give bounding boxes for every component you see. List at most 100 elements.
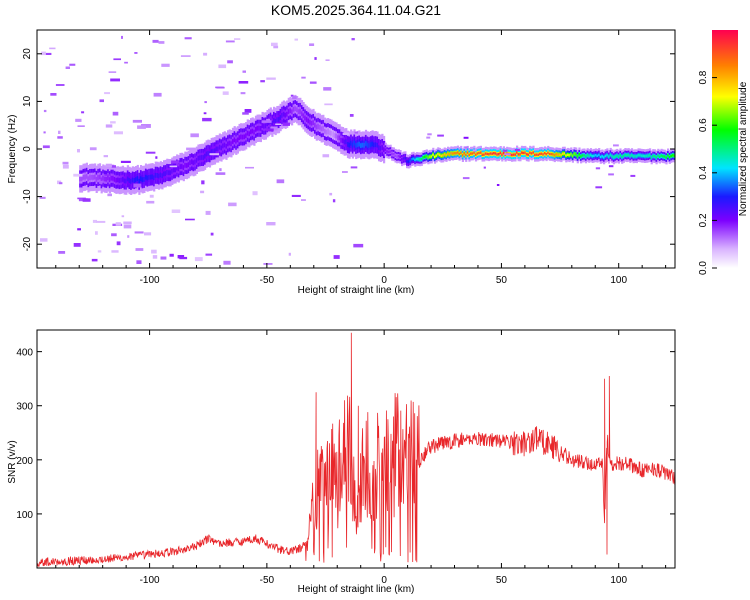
- heatmap-cell: [194, 159, 197, 165]
- heatmap-cell: [432, 153, 435, 156]
- heatmap-cell: [381, 145, 384, 150]
- heatmap-cell: [271, 42, 278, 47]
- heatmap-cell: [177, 166, 180, 172]
- colorbar-tick-label: 0.6: [698, 118, 709, 132]
- heatmap-cell: [616, 154, 619, 157]
- heatmap-cell: [325, 59, 330, 61]
- heatmap-cell: [332, 132, 335, 137]
- heatmap-cell: [192, 160, 195, 166]
- heatmap-cell: [497, 153, 501, 156]
- heatmap-cell: [227, 141, 230, 147]
- heatmap-cell: [49, 47, 56, 50]
- heatmap-cell: [607, 155, 611, 158]
- heatmap-cell: [131, 177, 134, 183]
- heatmap-cell: [404, 157, 407, 160]
- heatmap-cell: [127, 235, 130, 238]
- heatmap-cell: [368, 143, 371, 148]
- heatmap-cell: [82, 198, 91, 202]
- heatmap-cell: [673, 154, 675, 157]
- heatmap-cell: [396, 155, 399, 158]
- heatmap-cell: [355, 143, 358, 148]
- heatmap-cell: [502, 149, 508, 152]
- heatmap-cell: [420, 157, 423, 161]
- heatmap-cell: [630, 153, 634, 157]
- heatmap-cell: [474, 153, 478, 156]
- heatmap-cell: [132, 119, 142, 123]
- heatmap-cell: [586, 153, 589, 157]
- x-tick-label: -100: [140, 575, 160, 586]
- heatmap-cell: [244, 109, 252, 113]
- heatmap-cell: [161, 173, 164, 179]
- heatmap-cell: [300, 111, 304, 117]
- heatmap-cell: [535, 153, 538, 156]
- x-tick-label: -50: [260, 275, 275, 286]
- heatmap-cell: [401, 158, 404, 161]
- heatmap-cell: [203, 52, 208, 56]
- heatmap-cell: [557, 153, 560, 156]
- heatmap-cell: [105, 176, 108, 182]
- heatmap-cell: [176, 165, 179, 171]
- heatmap-cell: [190, 133, 199, 138]
- heatmap-cell: [223, 260, 231, 265]
- heatmap-cell: [264, 123, 267, 129]
- heatmap-cell: [58, 130, 61, 134]
- heatmap-cell: [85, 174, 88, 179]
- heatmap-cell: [309, 81, 317, 84]
- y-tick-label: 200: [16, 456, 33, 467]
- heatmap-cell: [356, 142, 359, 148]
- heatmap-cell: [204, 101, 207, 104]
- heatmap-cell: [184, 37, 192, 40]
- heatmap-cell: [276, 117, 279, 123]
- heatmap-cell: [195, 157, 198, 163]
- heatmap-cell: [164, 171, 167, 176]
- heatmap-cell: [113, 58, 121, 61]
- heatmap-cell: [645, 154, 648, 158]
- heatmap-cell: [456, 151, 460, 154]
- heatmap-cell: [537, 153, 540, 156]
- heatmap-cell: [581, 154, 584, 157]
- heatmap-cell: [69, 63, 76, 66]
- heatmap-cell: [516, 151, 519, 154]
- x-tick-label: 0: [381, 575, 387, 586]
- heatmap-cell: [660, 154, 663, 157]
- heatmap-cell: [580, 155, 583, 158]
- heatmap-cell: [514, 149, 520, 151]
- heatmap-cell: [55, 84, 65, 86]
- heatmap-cell: [194, 257, 203, 262]
- heatmap-cell: [419, 158, 422, 161]
- heatmap-cell: [167, 170, 171, 176]
- heatmap-cell: [606, 153, 609, 157]
- heatmap-cell: [200, 190, 205, 194]
- heatmap-cell: [123, 224, 132, 229]
- heatmap-cell: [391, 152, 394, 156]
- heatmap-cell: [137, 125, 146, 129]
- heatmap-cell: [80, 176, 84, 182]
- heatmap-cell: [644, 155, 647, 158]
- heatmap-cell: [318, 124, 322, 130]
- heatmap-cell: [652, 154, 655, 158]
- heatmap-cell: [110, 121, 116, 124]
- heatmap-cell: [609, 153, 612, 156]
- heatmap-cell: [235, 138, 238, 144]
- heatmap-cell: [141, 177, 144, 183]
- heatmap-cell: [471, 152, 474, 155]
- heatmap-cell: [97, 175, 100, 180]
- heatmap-cell: [102, 175, 105, 181]
- heatmap-cell: [611, 155, 614, 158]
- heatmap-cell: [571, 154, 574, 158]
- heatmap-cell: [524, 151, 527, 154]
- heatmap-cell: [118, 178, 121, 183]
- x-tick-label: 100: [610, 575, 627, 586]
- heatmap-cell: [301, 199, 306, 201]
- heatmap-cell: [248, 131, 251, 137]
- heatmap-cell: [304, 115, 307, 121]
- heatmap-cell: [657, 154, 660, 157]
- heatmap-cell: [387, 150, 391, 154]
- heatmap-cell: [608, 165, 614, 168]
- heatmap-cell: [340, 137, 343, 143]
- heatmap-cell: [663, 155, 666, 158]
- heatmap-cell: [171, 209, 181, 213]
- heatmap-cell: [186, 147, 196, 151]
- heatmap-cell: [386, 150, 389, 153]
